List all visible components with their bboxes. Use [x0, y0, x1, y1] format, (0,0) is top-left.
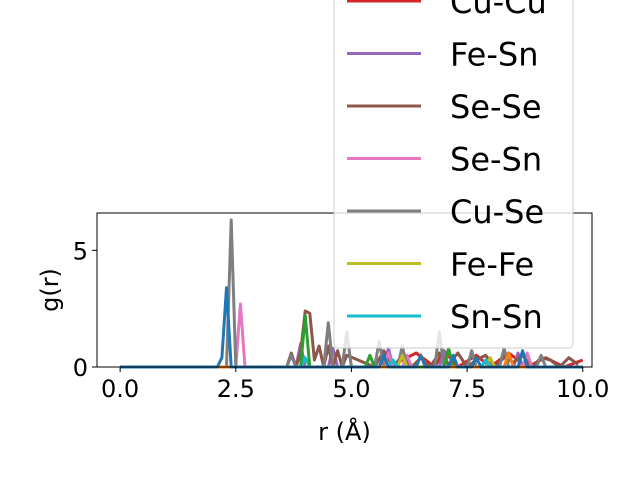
legend-label: Cu-Se: [450, 193, 544, 231]
y-axis-label: g(r): [36, 268, 64, 312]
x-axis-label: r (Å): [318, 417, 371, 446]
x-tick-label: 10.0: [556, 375, 609, 403]
legend-label: Sn-Sn: [450, 298, 543, 336]
x-tick-label: 7.5: [448, 375, 486, 403]
y-tick-label: 5: [73, 237, 88, 265]
legend: Cu-Cu Fe-Sn Se-Se Se-Sn Cu-Se Fe-Fe Sn-Sn: [333, 0, 574, 349]
x-tick-label: 2.5: [217, 375, 255, 403]
series-line-6: [120, 356, 583, 369]
x-axis: 0.0 2.5 5.0 7.5 10.0: [101, 367, 609, 403]
y-axis: 05: [73, 237, 97, 382]
legend-label: Se-Se: [450, 88, 542, 126]
legend-label: Fe-Fe: [450, 246, 534, 284]
y-tick-label: 0: [73, 354, 88, 382]
legend-label: Cu-Cu: [450, 0, 547, 21]
legend-label: Se-Sn: [450, 141, 542, 179]
x-tick-label: 5.0: [332, 375, 370, 403]
legend-label: Fe-Sn: [450, 36, 538, 74]
legend-frame: [333, 0, 574, 349]
x-tick-label: 0.0: [101, 375, 139, 403]
series-line-7: [120, 314, 583, 369]
